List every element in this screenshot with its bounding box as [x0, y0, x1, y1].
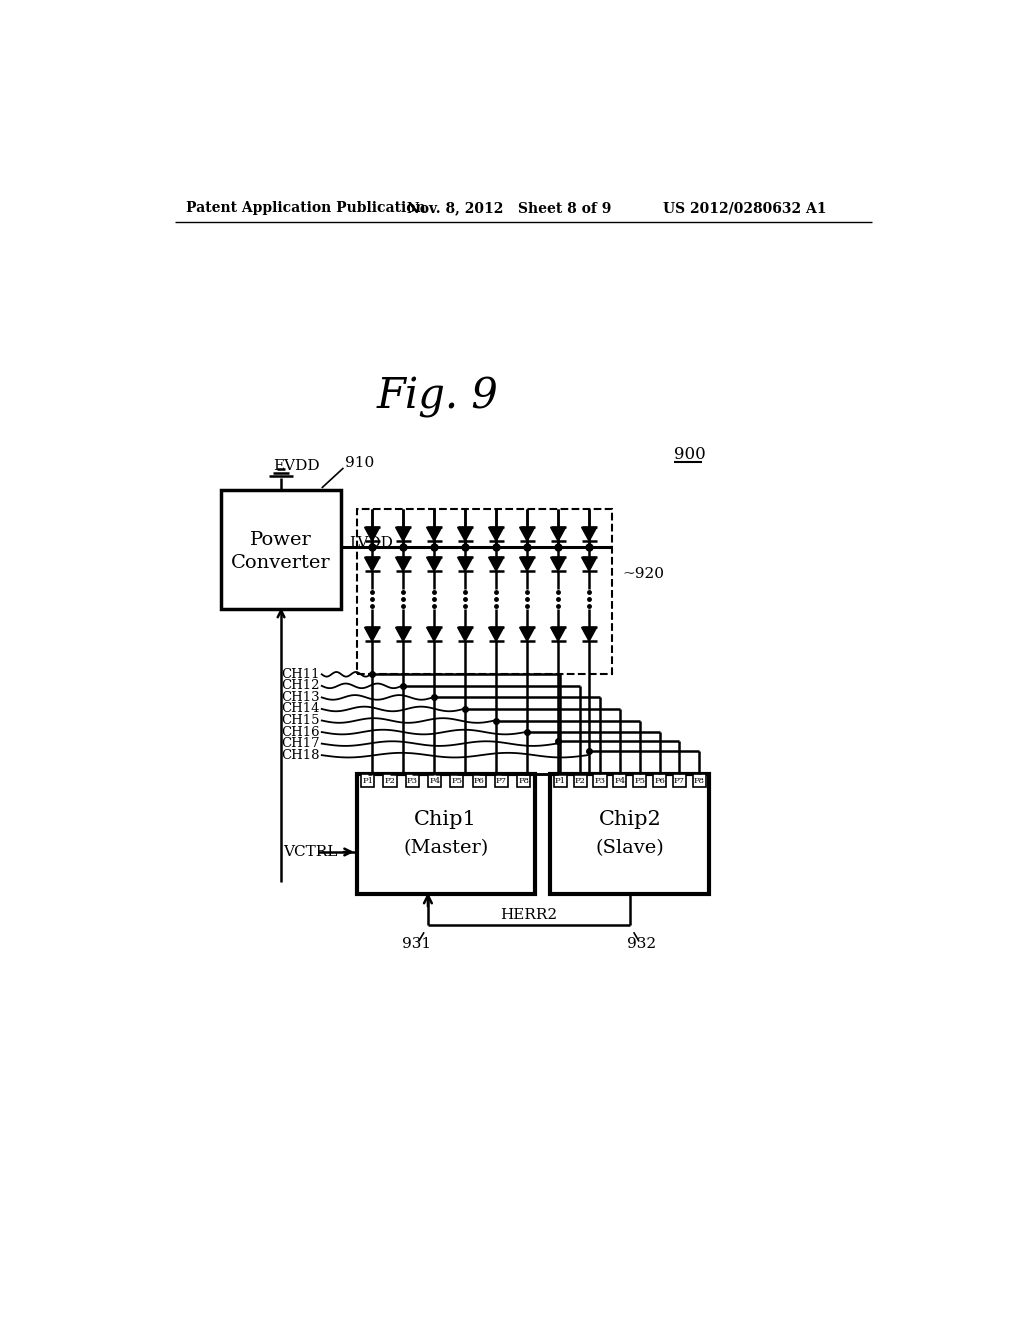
Polygon shape — [551, 557, 565, 572]
Text: P1: P1 — [555, 777, 566, 785]
Bar — [356, 508, 612, 675]
Polygon shape — [427, 627, 441, 642]
Polygon shape — [365, 557, 380, 572]
Text: P8: P8 — [518, 777, 529, 785]
Text: Patent Application Publication: Patent Application Publication — [186, 202, 426, 215]
Text: P4: P4 — [429, 777, 440, 785]
Bar — [383, 775, 396, 788]
Polygon shape — [488, 627, 504, 642]
Bar — [554, 775, 567, 788]
Text: HERR2: HERR2 — [501, 908, 557, 923]
Text: 932: 932 — [627, 937, 656, 950]
Polygon shape — [488, 557, 504, 572]
Text: CH17: CH17 — [282, 737, 321, 750]
Polygon shape — [395, 557, 411, 572]
Text: 910: 910 — [345, 455, 374, 470]
Bar — [495, 775, 508, 788]
Bar — [451, 775, 464, 788]
Text: P3: P3 — [407, 777, 418, 785]
Bar — [221, 490, 341, 609]
Text: US 2012/0280632 A1: US 2012/0280632 A1 — [663, 202, 826, 215]
Text: P5: P5 — [452, 777, 463, 785]
Bar — [573, 775, 587, 788]
Text: CH15: CH15 — [282, 714, 321, 727]
Text: P4: P4 — [614, 777, 626, 785]
Bar — [428, 775, 441, 788]
Text: LVDD: LVDD — [349, 536, 393, 549]
Bar — [406, 775, 419, 788]
Text: CH14: CH14 — [282, 702, 321, 715]
Polygon shape — [551, 527, 565, 541]
Polygon shape — [551, 627, 565, 642]
Polygon shape — [458, 527, 473, 541]
Text: (Slave): (Slave) — [595, 840, 665, 858]
Text: CH12: CH12 — [282, 680, 321, 693]
Bar — [356, 775, 535, 894]
Bar — [692, 775, 706, 788]
Bar — [517, 775, 530, 788]
Text: P5: P5 — [634, 777, 645, 785]
Text: P1: P1 — [362, 777, 374, 785]
Polygon shape — [488, 527, 504, 541]
Text: EVDD: EVDD — [273, 459, 319, 474]
Text: CH18: CH18 — [282, 748, 321, 762]
Polygon shape — [427, 557, 441, 572]
Text: Converter: Converter — [231, 554, 331, 572]
Bar — [473, 775, 485, 788]
Text: Fig. 9: Fig. 9 — [377, 376, 499, 418]
Text: CH13: CH13 — [282, 690, 321, 704]
Bar — [550, 775, 710, 894]
Bar — [594, 775, 606, 788]
Polygon shape — [519, 627, 535, 642]
Polygon shape — [519, 527, 535, 541]
Bar — [613, 775, 627, 788]
Text: 931: 931 — [401, 937, 431, 950]
Text: P7: P7 — [674, 777, 685, 785]
Text: CH16: CH16 — [282, 726, 321, 739]
Text: P6: P6 — [474, 777, 484, 785]
Text: Nov. 8, 2012   Sheet 8 of 9: Nov. 8, 2012 Sheet 8 of 9 — [407, 202, 611, 215]
Text: Chip2: Chip2 — [598, 810, 662, 829]
Polygon shape — [427, 527, 441, 541]
Polygon shape — [458, 627, 473, 642]
Polygon shape — [582, 557, 597, 572]
Text: P6: P6 — [654, 777, 665, 785]
Bar — [673, 775, 686, 788]
Text: P3: P3 — [595, 777, 605, 785]
Text: Power: Power — [250, 531, 312, 549]
Polygon shape — [395, 527, 411, 541]
Text: Chip1: Chip1 — [415, 810, 477, 829]
Polygon shape — [395, 627, 411, 642]
Text: P2: P2 — [574, 777, 586, 785]
Text: (Master): (Master) — [403, 840, 488, 858]
Polygon shape — [365, 527, 380, 541]
Bar — [653, 775, 667, 788]
Text: 900: 900 — [675, 446, 707, 463]
Polygon shape — [458, 557, 473, 572]
Bar — [361, 775, 375, 788]
Text: ~920: ~920 — [623, 568, 665, 581]
Polygon shape — [365, 627, 380, 642]
Polygon shape — [519, 557, 535, 572]
Text: P2: P2 — [385, 777, 395, 785]
Polygon shape — [582, 627, 597, 642]
Text: CH11: CH11 — [282, 668, 321, 681]
Text: P8: P8 — [694, 777, 705, 785]
Text: VCTRL: VCTRL — [283, 845, 337, 859]
Polygon shape — [582, 527, 597, 541]
Bar — [633, 775, 646, 788]
Text: P7: P7 — [496, 777, 507, 785]
